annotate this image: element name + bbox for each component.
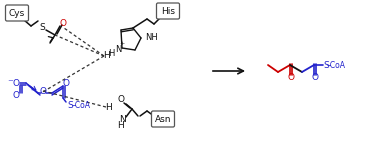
FancyBboxPatch shape [6,5,29,21]
FancyArrowPatch shape [48,37,53,42]
Text: His: His [161,6,175,15]
Text: O: O [60,18,66,27]
Text: NH: NH [145,33,158,42]
Text: S: S [67,101,73,110]
Text: N: N [115,44,121,53]
Text: O: O [118,96,124,105]
Text: O: O [12,79,20,88]
Text: O: O [288,74,294,83]
Text: O: O [12,91,20,100]
Text: N: N [120,116,126,125]
Text: H: H [108,49,114,58]
Text: S: S [323,60,329,69]
Text: S: S [39,23,45,32]
FancyBboxPatch shape [152,111,175,127]
FancyBboxPatch shape [156,3,179,19]
Text: H: H [104,51,110,60]
Text: O: O [40,88,46,97]
Text: H: H [105,103,111,112]
Text: –CoA: –CoA [72,101,90,110]
Text: Cys: Cys [9,8,25,17]
Text: O: O [63,79,69,88]
Text: –CoA: –CoA [326,60,345,69]
FancyArrowPatch shape [29,86,36,90]
Text: +: + [120,41,125,46]
Text: ⁻: ⁻ [7,78,13,88]
Text: H: H [116,121,123,130]
Text: Asn: Asn [155,115,171,124]
Text: O: O [311,74,319,83]
